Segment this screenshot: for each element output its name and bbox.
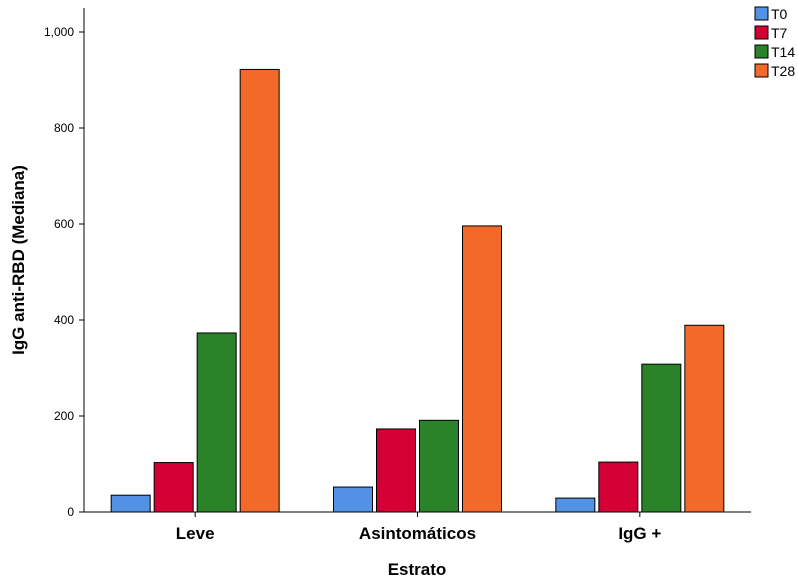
bar-t28-3	[684, 324, 725, 513]
legend-swatch-t0	[754, 6, 769, 21]
y-tick-label: 0	[67, 505, 74, 519]
bar-t7-3	[598, 461, 639, 513]
y-tick-label: 400	[54, 313, 74, 327]
y-axis: 0 200 400 600 800 1,000	[44, 8, 85, 519]
legend-label-t14: T14	[771, 44, 795, 60]
bar-t7-2	[376, 428, 416, 513]
bar-t0-3	[555, 497, 596, 513]
legend-swatch-t14	[754, 44, 769, 59]
bar-t7-1	[153, 462, 194, 513]
x-tick-label: Asintomáticos	[359, 524, 476, 543]
legend-label-t0: T0	[771, 6, 788, 22]
legend-label-t7: T7	[771, 25, 788, 41]
legend-swatch-t7	[754, 25, 769, 40]
legend-label-t28: T28	[771, 63, 795, 79]
x-tick-label: Leve	[176, 524, 215, 543]
y-tick-label: 200	[54, 409, 74, 423]
legend: T0 T7 T14 T28	[754, 6, 795, 79]
x-axis: Leve Asintomáticos IgG +	[84, 511, 751, 543]
y-tick-label: 1,000	[44, 25, 74, 39]
bar-t14-1	[196, 332, 237, 513]
bar-t14-2	[419, 419, 459, 513]
bar-t0-2	[333, 486, 373, 513]
bars-layer	[110, 68, 725, 513]
bar-t0-1	[110, 494, 151, 513]
bar-t28-2	[462, 225, 502, 513]
x-axis-title: Estrato	[388, 560, 447, 579]
y-axis-title: IgG anti-RBD (Mediana)	[9, 165, 28, 355]
legend-swatch-t28	[754, 63, 769, 78]
bar-t28-1	[239, 68, 280, 513]
x-tick-label: IgG +	[618, 524, 661, 543]
bar-t14-3	[641, 363, 682, 513]
y-tick-label: 600	[54, 217, 74, 231]
y-tick-label: 800	[54, 121, 74, 135]
